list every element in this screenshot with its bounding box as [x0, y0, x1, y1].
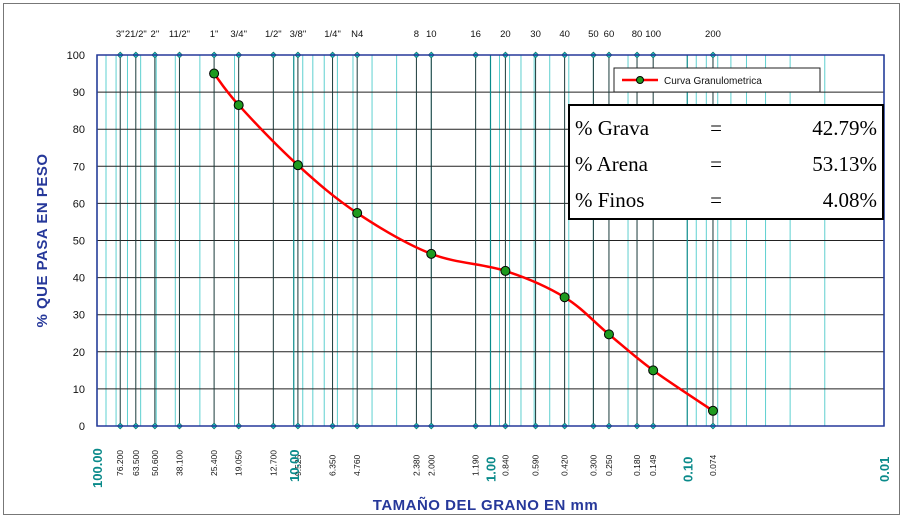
- sieve-size-label: 2.000: [426, 454, 436, 476]
- data-point: [559, 292, 570, 303]
- y-tick-label: 20: [73, 347, 85, 359]
- data-point: [707, 405, 718, 416]
- sieve-name-label: 100: [645, 29, 661, 40]
- data-point: [648, 365, 659, 376]
- sieve-size-label: 63.500: [131, 450, 141, 476]
- result-value: 53.13%: [812, 152, 877, 176]
- sieve-size-label: 0.250: [604, 454, 614, 476]
- data-point: [426, 248, 437, 259]
- sieve-name-label: 40: [559, 29, 570, 40]
- sieve-name-label: N4: [351, 29, 363, 40]
- granulometric-curve: [213, 72, 714, 412]
- y-axis-title: % QUE PASA EN PESO: [34, 153, 51, 327]
- sieve-size-label: 19.050: [234, 450, 244, 476]
- sieve-name-label: 16: [470, 29, 481, 40]
- data-point: [603, 329, 614, 340]
- data-point: [292, 160, 303, 171]
- y-tick-label: 100: [67, 50, 85, 62]
- sieve-name-label: 8: [414, 29, 419, 40]
- sieve-name-label: 60: [604, 29, 615, 40]
- data-point: [233, 100, 244, 111]
- sieve-size-label: 0.420: [560, 454, 570, 476]
- y-tick-label: 80: [73, 124, 85, 136]
- sieve-name-label: 50: [588, 29, 599, 40]
- sieve-name-label: 20: [500, 29, 511, 40]
- sieve-size-label: 6.350: [328, 454, 338, 476]
- decade-label: 10.00: [287, 449, 302, 482]
- sieve-size-label: 38.100: [174, 450, 184, 476]
- y-tick-label: 60: [73, 198, 85, 210]
- sieve-size-label: 9.525: [293, 454, 303, 476]
- sieve-name-label: 1": [210, 29, 219, 40]
- sieve-size-label: 1.190: [471, 454, 481, 476]
- data-point: [209, 68, 220, 79]
- y-tick-label: 30: [73, 310, 85, 322]
- legend-marker: [636, 76, 644, 84]
- sieve-size-label: 4.760: [352, 454, 362, 476]
- sieve-name-label: 1/2": [265, 29, 282, 40]
- result-label: % Finos: [575, 188, 644, 212]
- y-tick-label: 40: [73, 273, 85, 285]
- sieve-size-label: 2.380: [411, 454, 421, 476]
- result-value: 42.79%: [812, 116, 877, 140]
- data-point: [352, 208, 363, 219]
- plot-border: [96, 54, 885, 427]
- sieve-name-label: 21/2": [125, 29, 147, 40]
- sieve-size-label: 0.840: [500, 454, 510, 476]
- sieve-size-label: 50.600: [150, 450, 160, 476]
- sieve-size-label: 0.300: [588, 454, 598, 476]
- legend-label: Curva Granulometrica: [664, 76, 762, 87]
- result-equals: =: [710, 152, 722, 176]
- results-box: [568, 104, 884, 220]
- sieve-name-label: 3/8": [290, 29, 307, 40]
- sieve-size-label: 0.074: [708, 454, 718, 476]
- decade-label: 0.10: [680, 457, 695, 482]
- sieve-size-label: 25.400: [209, 450, 219, 476]
- sieve-name-label: 3": [116, 29, 125, 40]
- y-tick-label: 0: [79, 421, 85, 433]
- sieve-size-label: 0.149: [648, 454, 658, 476]
- sieve-name-label: 10: [426, 29, 437, 40]
- result-equals: =: [710, 116, 722, 140]
- sieve-size-label: 12.700: [268, 450, 278, 476]
- sieve-size-label: 76.200: [115, 450, 125, 476]
- sieve-name-label: 200: [705, 29, 721, 40]
- decade-label: 1.00: [484, 457, 499, 482]
- sieve-name-label: 2": [151, 29, 160, 40]
- result-label: % Arena: [575, 152, 649, 176]
- result-label: % Grava: [575, 116, 650, 140]
- sieve-name-label: 1/4": [324, 29, 341, 40]
- sieve-size-label: 0.180: [632, 454, 642, 476]
- sieve-name-label: 3/4": [230, 29, 247, 40]
- result-equals: =: [710, 188, 722, 212]
- y-tick-label: 90: [73, 87, 85, 99]
- decade-label: 100.00: [90, 448, 105, 488]
- decade-label: 0.01: [877, 457, 892, 482]
- result-value: 4.08%: [823, 188, 877, 212]
- data-point: [500, 265, 511, 276]
- y-tick-label: 70: [73, 161, 85, 173]
- sieve-name-label: 80: [632, 29, 643, 40]
- sieve-size-label: 0.590: [531, 454, 541, 476]
- sieve-name-label: 11/2": [169, 29, 190, 40]
- sieve-name-label: 30: [530, 29, 541, 40]
- x-axis-title: TAMAÑO DEL GRANO EN mm: [373, 496, 598, 514]
- y-tick-label: 50: [73, 236, 85, 248]
- y-tick-label: 10: [73, 384, 85, 396]
